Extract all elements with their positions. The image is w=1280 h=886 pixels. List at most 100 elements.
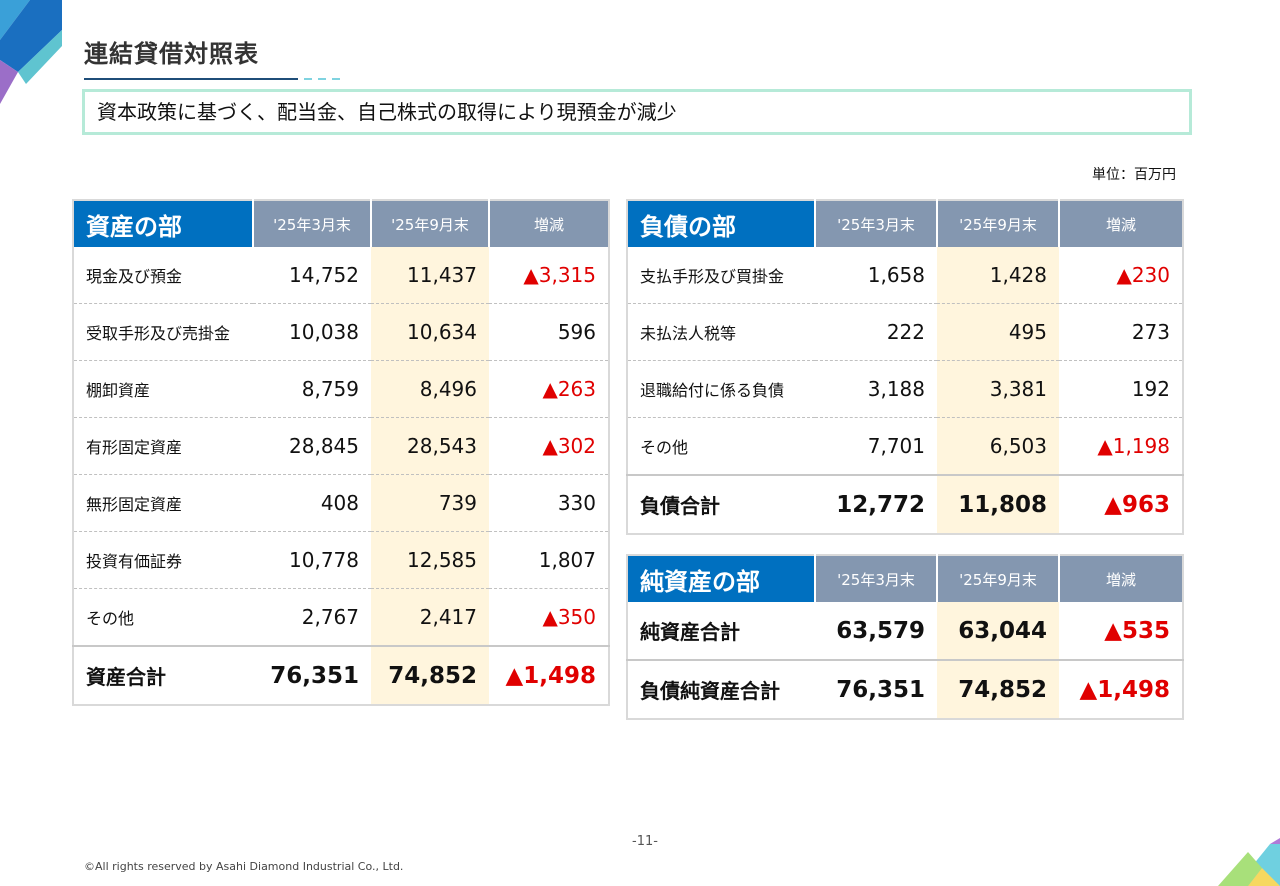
column-header-sep: '25年9月末 (937, 555, 1060, 602)
value-mar: 408 (253, 474, 371, 532)
total-sep: 74,852 (937, 659, 1059, 719)
table-row: その他 2,767 2,417 ▲350 (73, 588, 609, 647)
table-row: 支払手形及び買掛金 1,658 1,428 ▲230 (627, 247, 1183, 304)
assets-table: 資産の部 '25年3月末 '25年9月末 増減 現金及び預金 14,752 11… (72, 199, 610, 706)
total-mar: 12,772 (815, 474, 937, 534)
value-diff: 330 (489, 474, 609, 532)
value-mar: 7,701 (815, 417, 937, 476)
total-mar: 76,351 (815, 659, 937, 719)
value-sep: 6,503 (937, 417, 1059, 476)
value-diff: 596 (489, 303, 609, 361)
value-diff: ▲230 (1059, 247, 1183, 304)
value-mar: 1,658 (815, 247, 937, 304)
value-sep: 2,417 (371, 588, 489, 647)
total-diff: ▲1,498 (1059, 659, 1183, 719)
total-diff: ▲1,498 (489, 645, 609, 705)
value-diff: ▲350 (489, 588, 609, 647)
company-logo-top-left (0, 0, 62, 104)
row-label: その他 (627, 417, 815, 476)
value-diff: ▲1,198 (1059, 417, 1183, 476)
value-sep: 11,437 (371, 247, 489, 304)
summary-box: 資本政策に基づく、配当金、自己株式の取得により現預金が減少 (82, 89, 1192, 135)
value-sep: 739 (371, 474, 489, 532)
table-row: 無形固定資産 408 739 330 (73, 474, 609, 532)
column-header-diff: 増減 (489, 200, 609, 247)
row-label: 現金及び預金 (73, 247, 253, 304)
value-mar: 222 (815, 303, 937, 361)
total-row: 純資産合計 63,579 63,044 ▲535 (627, 602, 1183, 660)
value-mar: 10,038 (253, 303, 371, 361)
column-header-mar: '25年3月末 (815, 555, 938, 602)
value-diff: 273 (1059, 303, 1183, 361)
column-header-diff: 増減 (1059, 200, 1183, 247)
total-mar: 63,579 (836, 617, 925, 644)
row-label: 投資有価証券 (73, 531, 253, 589)
table-row: 受取手形及び売掛金 10,038 10,634 596 (73, 303, 609, 361)
row-label: 棚卸資産 (73, 360, 253, 418)
value-mar: 2,767 (253, 588, 371, 647)
total-label: 純資産合計 (640, 620, 740, 644)
section-title: 純資産の部 (627, 555, 816, 602)
total-label: 負債純資産合計 (627, 659, 815, 719)
value-mar: 8,759 (253, 360, 371, 418)
corner-decoration-bottom-right (1218, 838, 1280, 886)
title-dash-accent (304, 78, 344, 80)
total-row: 負債合計 12,772 11,808 ▲963 (627, 474, 1183, 534)
section-title: 資産の部 (73, 200, 254, 247)
value-mar: 14,752 (253, 247, 371, 304)
column-header-diff: 増減 (1059, 555, 1183, 602)
total-mar: 76,351 (253, 645, 371, 705)
page-title: 連結貸借対照表 (84, 40, 259, 68)
total-sep: 11,808 (937, 474, 1059, 534)
value-mar: 3,188 (815, 360, 937, 418)
table-row: 棚卸資産 8,759 8,496 ▲263 (73, 360, 609, 418)
row-label: 有形固定資産 (73, 417, 253, 475)
row-label: 支払手形及び買掛金 (627, 247, 815, 304)
net-assets-header-row: 純資産の部 '25年3月末 '25年9月末 増減 (627, 555, 1183, 602)
row-label: その他 (73, 588, 253, 647)
total-sep: 74,852 (371, 645, 489, 705)
total-sep: 63,044 (937, 602, 1059, 660)
section-title: 負債の部 (627, 200, 816, 247)
row-label: 受取手形及び売掛金 (73, 303, 253, 361)
value-sep: 12,585 (371, 531, 489, 589)
table-row: 投資有価証券 10,778 12,585 1,807 (73, 531, 609, 589)
column-header-mar: '25年3月末 (253, 200, 372, 247)
value-diff: 192 (1059, 360, 1183, 418)
value-sep: 3,381 (937, 360, 1059, 418)
row-label: 退職給付に係る負債 (627, 360, 815, 418)
value-mar: 28,845 (253, 417, 371, 475)
value-diff: ▲3,315 (489, 247, 609, 304)
value-sep: 1,428 (937, 247, 1059, 304)
value-sep: 28,543 (371, 417, 489, 475)
copyright-notice: ©All rights reserved by Asahi Diamond In… (84, 860, 404, 873)
title-underline (84, 78, 298, 80)
total-row: 負債純資産合計 76,351 74,852 ▲1,498 (627, 659, 1183, 719)
liabilities-header-row: 負債の部 '25年3月末 '25年9月末 増減 (627, 200, 1183, 247)
value-sep: 8,496 (371, 360, 489, 418)
total-diff: ▲963 (1059, 474, 1183, 534)
value-mar: 10,778 (253, 531, 371, 589)
value-diff: 1,807 (489, 531, 609, 589)
total-label: 資産合計 (73, 645, 253, 705)
net-assets-table: 純資産の部 '25年3月末 '25年9月末 増減 純資産合計 63,579 63… (626, 554, 1184, 720)
table-row: 有形固定資産 28,845 28,543 ▲302 (73, 417, 609, 475)
table-row: 退職給付に係る負債 3,188 3,381 192 (627, 360, 1183, 418)
row-label: 無形固定資産 (73, 474, 253, 532)
column-header-mar: '25年3月末 (815, 200, 938, 247)
unit-label: 単位：百万円 (1092, 167, 1176, 183)
value-sep: 495 (937, 303, 1059, 361)
table-row: 未払法人税等 222 495 273 (627, 303, 1183, 361)
column-header-sep: '25年9月末 (371, 200, 490, 247)
total-label: 負債合計 (627, 474, 815, 534)
assets-header-row: 資産の部 '25年3月末 '25年9月末 増減 (73, 200, 609, 247)
value-diff: ▲263 (489, 360, 609, 418)
value-sep: 10,634 (371, 303, 489, 361)
total-diff: ▲535 (1104, 617, 1170, 644)
column-header-sep: '25年9月末 (937, 200, 1060, 247)
liabilities-table: 負債の部 '25年3月末 '25年9月末 増減 支払手形及び買掛金 1,658 … (626, 199, 1184, 535)
row-label: 未払法人税等 (627, 303, 815, 361)
page-number: -11- (632, 834, 658, 849)
value-diff: ▲302 (489, 417, 609, 475)
table-row: 現金及び預金 14,752 11,437 ▲3,315 (73, 247, 609, 304)
